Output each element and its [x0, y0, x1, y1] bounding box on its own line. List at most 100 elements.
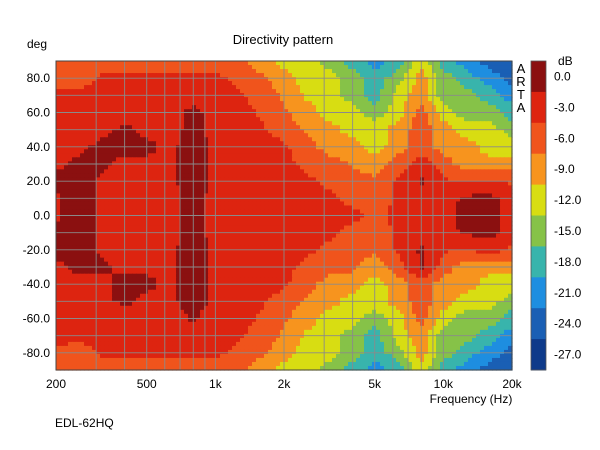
heatmap-cell [360, 101, 365, 106]
heatmap-cell [388, 69, 393, 74]
heatmap-cell [116, 129, 121, 134]
heatmap-cell [504, 121, 509, 126]
heatmap-cell [356, 145, 361, 150]
heatmap-cell [260, 189, 265, 195]
heatmap-cell [408, 61, 413, 66]
heatmap-cell [140, 221, 145, 227]
heatmap-cell [392, 97, 397, 102]
heatmap-cell [408, 77, 413, 82]
heatmap-cell [168, 137, 173, 142]
heatmap-cell [428, 61, 433, 66]
heatmap-cell [68, 189, 73, 195]
heatmap-cell [348, 173, 353, 178]
heatmap-cell [348, 141, 353, 146]
heatmap-cell [160, 149, 165, 154]
heatmap-cell [388, 117, 393, 122]
heatmap-cell [296, 177, 301, 182]
heatmap-cell [412, 145, 417, 150]
heatmap-cell [316, 189, 321, 195]
heatmap-cell [484, 221, 489, 227]
heatmap-cell [76, 217, 81, 223]
heatmap-cell [204, 77, 209, 82]
heatmap-cell [80, 229, 85, 235]
heatmap-cell [248, 105, 253, 110]
heatmap-cell [428, 209, 433, 215]
heatmap-cell [228, 225, 233, 231]
heatmap-cell [212, 189, 217, 195]
heatmap-cell [492, 97, 497, 102]
heatmap-cell [440, 105, 445, 110]
heatmap-cell [108, 233, 113, 239]
heatmap-cell [116, 133, 121, 138]
heatmap-cell [216, 165, 221, 170]
heatmap-cell [404, 201, 409, 207]
heatmap-cell [120, 217, 125, 223]
heatmap-cell [120, 109, 125, 114]
heatmap-cell [232, 233, 237, 239]
heatmap-cell [400, 165, 405, 170]
heatmap-cell [340, 229, 345, 235]
heatmap-cell [292, 177, 297, 182]
heatmap-cell [376, 85, 381, 90]
heatmap-cell [428, 169, 433, 174]
heatmap-cell [280, 121, 285, 126]
heatmap-cell [96, 61, 101, 66]
heatmap-cell [448, 185, 453, 191]
heatmap-cell [200, 209, 205, 215]
heatmap-cell [160, 97, 165, 102]
heatmap-cell [328, 77, 333, 82]
heatmap-cell [424, 113, 429, 118]
heatmap-cell [480, 217, 485, 223]
heatmap-cell [480, 133, 485, 138]
heatmap-cell [500, 153, 505, 158]
heatmap-cell [492, 81, 497, 86]
heatmap-cell [316, 217, 321, 223]
heatmap-cell [68, 77, 73, 82]
heatmap-cell [148, 205, 153, 211]
heatmap-cell [404, 205, 409, 211]
heatmap-cell [80, 197, 85, 203]
heatmap-cell [224, 77, 229, 82]
heatmap-cell [260, 157, 265, 162]
heatmap-cell [320, 113, 325, 118]
heatmap-cell [344, 97, 349, 102]
heatmap-cell [104, 105, 109, 110]
heatmap-cell [84, 149, 89, 154]
heatmap-cell [100, 153, 105, 158]
heatmap-cell [404, 97, 409, 102]
heatmap-cell [264, 89, 269, 94]
heatmap-cell [112, 97, 117, 102]
heatmap-cell [216, 81, 221, 86]
heatmap-cell [136, 165, 141, 170]
heatmap-cell [352, 177, 357, 182]
heatmap-cell [60, 69, 65, 74]
heatmap-cell [296, 117, 301, 122]
heatmap-cell [340, 149, 345, 154]
heatmap-cell [68, 69, 73, 74]
heatmap-cell [220, 181, 225, 186]
heatmap-cell [496, 73, 501, 78]
heatmap-cell [180, 65, 185, 70]
heatmap-cell [336, 97, 341, 102]
heatmap-cell [392, 137, 397, 142]
heatmap-cell [316, 197, 321, 203]
heatmap-cell [64, 185, 69, 191]
heatmap-cell [224, 201, 229, 207]
heatmap-cell [348, 117, 353, 122]
heatmap-cell [508, 205, 513, 211]
heatmap-cell [84, 157, 89, 162]
heatmap-cell [308, 209, 313, 215]
heatmap-cell [340, 77, 345, 82]
heatmap-cell [172, 185, 177, 191]
heatmap-cell [504, 201, 509, 207]
heatmap-cell [244, 149, 249, 154]
heatmap-cell [80, 69, 85, 74]
heatmap-cell [204, 221, 209, 227]
heatmap-cell [436, 149, 441, 154]
heatmap-cell [192, 105, 197, 110]
heatmap-cell [488, 221, 493, 227]
heatmap-cell [100, 233, 105, 239]
heatmap-cell [408, 81, 413, 86]
heatmap-cell [404, 77, 409, 82]
heatmap-cell [112, 149, 117, 154]
